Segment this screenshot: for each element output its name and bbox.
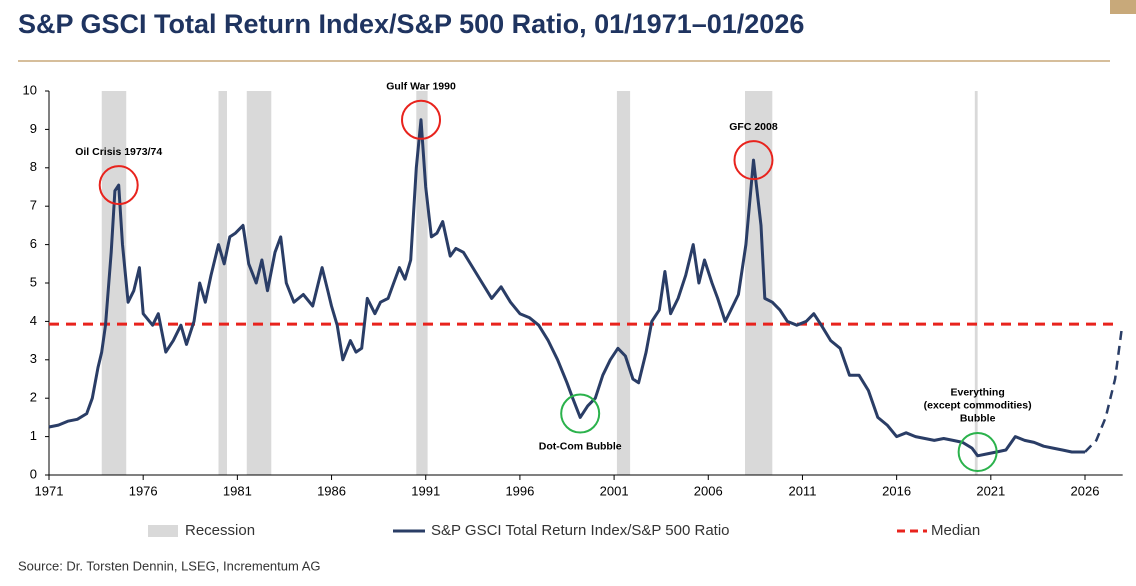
annotation-label: Everything	[950, 387, 1004, 399]
y-tick-label: 5	[30, 274, 37, 289]
x-tick-label: 2021	[976, 483, 1005, 498]
x-tick-label: 1976	[129, 483, 158, 498]
corner-badge	[1110, 0, 1136, 14]
x-tick-label: 2001	[600, 483, 629, 498]
y-tick-label: 6	[30, 236, 37, 251]
series-line	[1084, 328, 1123, 453]
annotation-circle	[401, 99, 442, 140]
annotation-label: GFC 2008	[729, 121, 778, 133]
annotation-label: Gulf War 1990	[386, 81, 456, 93]
y-tick-label: 1	[30, 428, 37, 443]
x-tick-label: 2006	[694, 483, 723, 498]
x-tick-label: 2016	[882, 483, 911, 498]
recession-band	[974, 91, 978, 475]
y-tick-label: 3	[30, 351, 37, 366]
x-tick-label: 1981	[223, 483, 252, 498]
legend-label: Recession	[185, 522, 255, 539]
x-tick-label: 2026	[1071, 483, 1100, 498]
annotation-label: (except commodities)	[924, 400, 1032, 412]
recession-band	[616, 91, 631, 475]
y-tick-label: 4	[30, 313, 37, 328]
x-tick-label: 1991	[411, 483, 440, 498]
y-tick-label: 8	[30, 159, 37, 174]
annotation-circle	[98, 165, 139, 206]
annotation-label: Oil Crisis 1973/74	[75, 146, 162, 158]
chart-title: S&P GSCI Total Return Index/S&P 500 Rati…	[18, 9, 804, 39]
recession-band	[101, 91, 127, 475]
annotation-circle	[733, 140, 774, 181]
y-tick-label: 0	[30, 466, 37, 481]
y-tick-label: 2	[30, 390, 37, 405]
annotation-label: Bubble	[960, 413, 996, 425]
y-tick-label: 7	[30, 198, 37, 213]
annotation-label: Dot-Com Bubble	[539, 440, 622, 452]
x-tick-label: 1996	[505, 483, 534, 498]
y-tick-label: 9	[30, 121, 37, 136]
source: Source: Dr. Torsten Dennin, LSEG, Increm…	[18, 558, 321, 573]
legend-label: Median	[931, 522, 980, 539]
legend-label: S&P GSCI Total Return Index/S&P 500 Rati…	[431, 522, 730, 539]
recession-band	[416, 91, 428, 475]
recession-band	[218, 91, 228, 475]
x-tick-label: 1971	[35, 483, 64, 498]
series-line	[48, 118, 1085, 458]
x-tick-label: 2011	[788, 483, 816, 498]
x-tick-label: 1986	[317, 483, 346, 498]
annotation-circle	[560, 393, 601, 434]
annotation-circle	[957, 431, 998, 472]
legend-swatch	[148, 525, 178, 537]
y-tick-label: 10	[23, 82, 37, 97]
recession-band	[745, 91, 773, 475]
